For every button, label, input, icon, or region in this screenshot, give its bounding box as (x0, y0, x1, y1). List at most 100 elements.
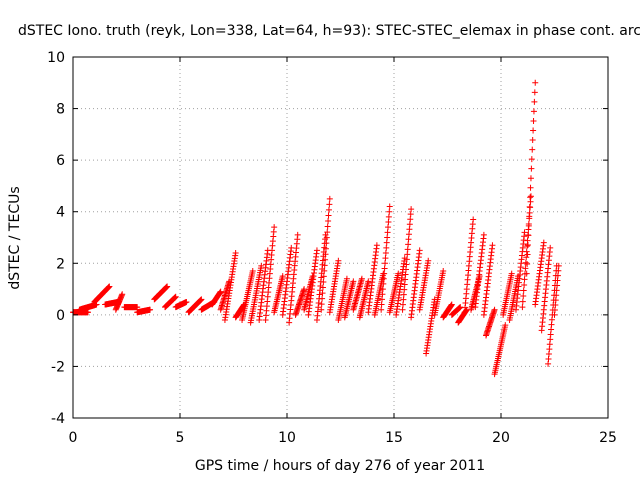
data-point-marker (324, 229, 331, 236)
data-point-marker (403, 256, 410, 263)
data-point-marker (318, 306, 325, 313)
data-point-marker (521, 276, 528, 283)
data-point-marker (526, 213, 533, 220)
data-point-marker (440, 268, 447, 275)
data-point-marker (343, 275, 350, 282)
data-point-marker (382, 255, 389, 262)
data-point-marker (523, 254, 530, 261)
y-tick-label: -4 (51, 411, 65, 427)
data-point-marker (524, 243, 531, 250)
data-point-marker (527, 193, 534, 200)
data-point-marker (379, 291, 386, 298)
data-point-marker (373, 242, 380, 249)
data-point-marker (386, 208, 393, 215)
data-point-marker (401, 281, 408, 288)
data-point-marker (319, 290, 326, 297)
data-point-marker (322, 251, 329, 258)
data-point-marker (386, 203, 393, 210)
data-point-marker (531, 98, 538, 105)
data-point-marker (470, 216, 477, 223)
chart-title: dSTEC Iono. truth (reyk, Lon=338, Lat=64… (18, 23, 640, 39)
data-point-marker (401, 286, 408, 293)
data-point-marker (448, 301, 455, 308)
data-point-marker (540, 239, 547, 246)
data-point-marker (381, 270, 388, 277)
data-point-marker (294, 231, 301, 238)
data-point-marker (528, 165, 535, 172)
data-point-marker (381, 265, 388, 272)
data-point-marker (358, 275, 365, 282)
data-point-marker (378, 306, 385, 313)
data-point-marker (404, 246, 411, 253)
data-point-marker (382, 260, 389, 267)
data-point-marker (405, 231, 412, 238)
data-point-marker (526, 203, 533, 210)
y-tick-label: 6 (56, 153, 65, 169)
data-point-marker (520, 287, 527, 294)
data-point-marker (519, 298, 526, 305)
data-point-marker (406, 226, 413, 233)
data-point-marker (380, 275, 387, 282)
data-point-marker (405, 241, 412, 248)
ticks: 0 5 10 15 20 25 -4 -2 0 2 4 6 8 10 (47, 50, 617, 446)
data-point-marker (407, 216, 414, 223)
data-point-marker (403, 261, 410, 268)
data-point-marker (508, 270, 515, 277)
data-point-marker (528, 156, 535, 163)
data-point-marker (530, 117, 537, 124)
grid (73, 57, 608, 418)
data-point-marker (531, 89, 538, 96)
data-point-marker (522, 259, 529, 266)
data-point-marker (323, 234, 330, 241)
data-point-marker (119, 291, 126, 298)
x-tick-label: 15 (385, 430, 403, 446)
data-point-marker (106, 283, 113, 290)
data-point-marker (400, 291, 407, 298)
data-point-marker (547, 244, 554, 251)
data-point-marker (383, 244, 390, 251)
data-point-marker (383, 239, 390, 246)
data-point-marker (491, 306, 498, 313)
data-point-marker (529, 137, 536, 144)
data-point-marker (405, 236, 412, 243)
data-point-marker (249, 268, 256, 275)
data-point-marker (172, 293, 179, 300)
data-point-marker (402, 266, 409, 273)
data-point-marker (523, 248, 530, 255)
data-point-marker (183, 298, 190, 305)
data-point-marker (288, 244, 295, 251)
data-point-marker (480, 231, 487, 238)
data-point-marker (324, 223, 331, 230)
data-point-marker (134, 304, 141, 311)
data-point-marker (555, 262, 562, 269)
data-point-marker (319, 284, 326, 291)
data-point-marker (326, 195, 333, 202)
data-point-marker (217, 288, 224, 295)
data-point-marker (271, 224, 278, 231)
x-axis-title: GPS time / hours of day 276 of year 2011 (195, 458, 485, 474)
x-tick-label: 20 (492, 430, 510, 446)
data-point-marker (385, 219, 392, 226)
data-point-marker (325, 217, 332, 224)
data-point-marker (385, 224, 392, 231)
data-point-marker (400, 296, 407, 303)
data-point-marker (407, 211, 414, 218)
y-tick-label: -2 (51, 359, 65, 375)
data-point-marker (385, 213, 392, 220)
data-point-marker (379, 286, 386, 293)
data-point-marker (399, 306, 406, 313)
data-point-marker (520, 293, 527, 300)
data-point-marker (321, 267, 328, 274)
data-point-marker (502, 322, 509, 329)
data-points (70, 79, 562, 378)
data-point-marker (527, 194, 534, 201)
data-point-marker (406, 221, 413, 228)
y-tick-label: 4 (56, 205, 65, 221)
x-tick-label: 10 (278, 430, 296, 446)
data-point-marker (416, 247, 423, 254)
y-tick-label: 8 (56, 102, 65, 118)
data-point-marker (379, 296, 386, 303)
y-tick-label: 0 (56, 308, 65, 324)
x-tick-label: 0 (69, 430, 78, 446)
